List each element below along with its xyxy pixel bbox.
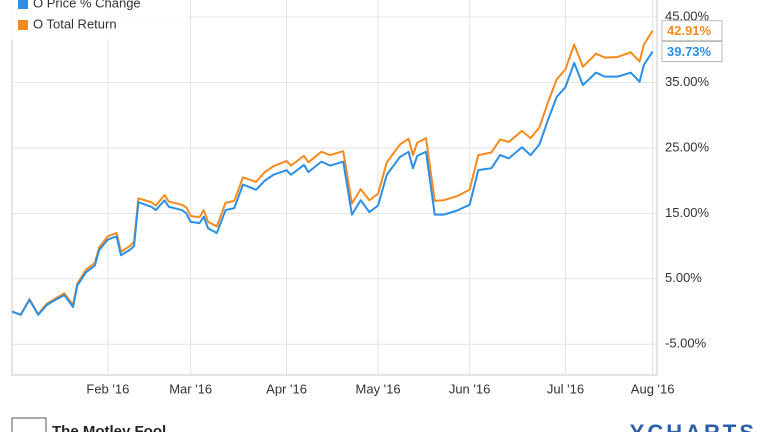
y-tick-label: -5.00% — [665, 336, 707, 351]
series-line — [11, 50, 654, 316]
end-label: 39.73% — [667, 44, 712, 59]
labels: -5.00% 5.00% 15.00% 25.00% 35.00% 45.00% Feb '… — [86, 8, 723, 396]
y-tick-label: 35.00% — [665, 74, 710, 89]
plot-frame — [11, 0, 658, 376]
footer-logo — [11, 417, 47, 432]
x-tick-label: Aug '16 — [631, 381, 675, 396]
y-tick-label: 5.00% — [665, 270, 702, 285]
footer-left: The Motley Fool — [52, 423, 166, 432]
end-label: 42.91% — [667, 23, 712, 38]
y-tick-label: 25.00% — [665, 139, 710, 154]
end-label-box — [661, 20, 723, 42]
x-tick-label: Apr '16 — [266, 381, 307, 396]
legend-swatch — [18, 0, 28, 9]
footer-right: YCHARTS — [630, 420, 757, 432]
x-tick-label: Feb '16 — [86, 381, 129, 396]
legend-swatch — [18, 20, 28, 30]
y-tick-label: 45.00% — [665, 8, 710, 23]
y-tick-label: 15.00% — [665, 205, 710, 220]
legend-box — [8, 0, 188, 40]
series-line — [11, 30, 654, 316]
x-tick-label: Mar '16 — [169, 381, 212, 396]
x-tick-label: May '16 — [356, 381, 401, 396]
end-label-box — [661, 41, 723, 63]
legend-label: O Price % Change — [33, 0, 141, 10]
legend: O Price % Change O Total Return — [18, 0, 141, 31]
x-tick-label: Jul '16 — [547, 381, 584, 396]
legend-label: O Total Return — [33, 16, 117, 31]
lines — [11, 30, 654, 316]
x-tick-label: Jun '16 — [449, 381, 491, 396]
